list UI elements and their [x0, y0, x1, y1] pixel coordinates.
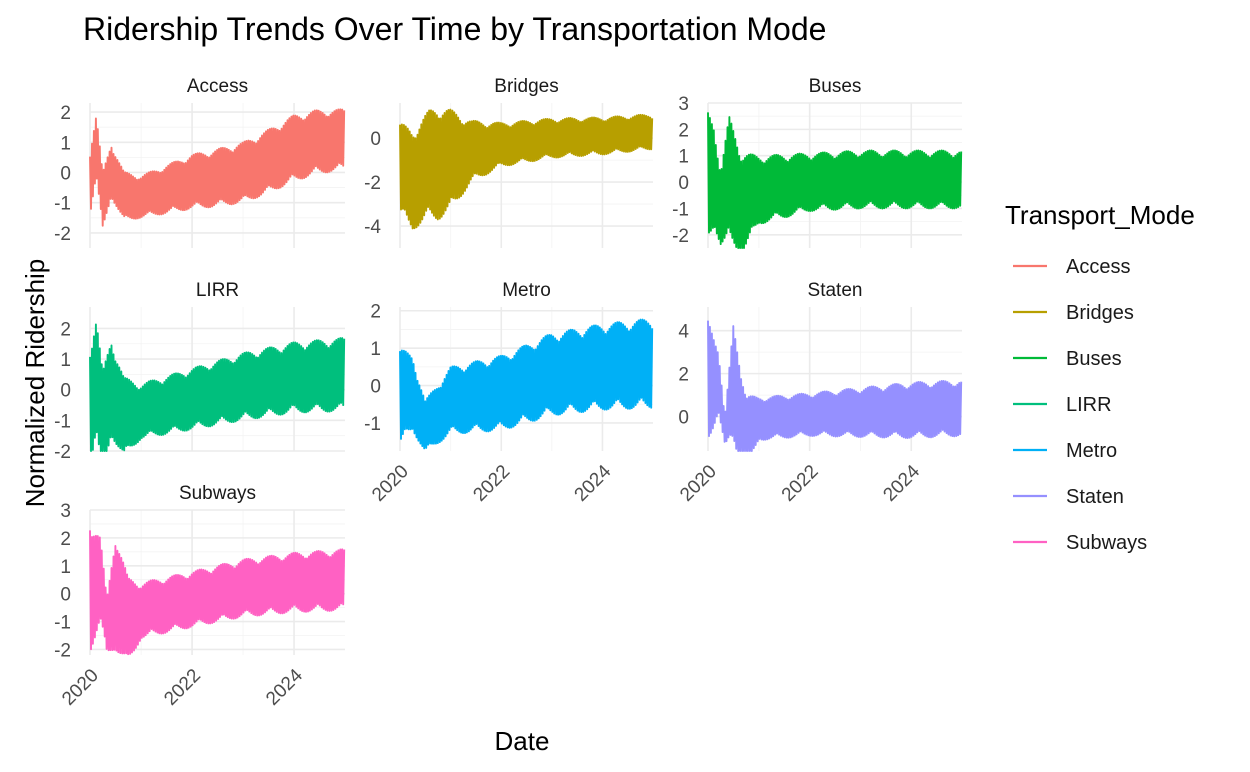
y-tick-label: 2 — [60, 529, 71, 550]
facet-panel-buses: Buses 3 2 1 0 -1 -2 — [672, 76, 963, 249]
y-tick-label: 2 — [678, 365, 689, 386]
facet-strip-label: Metro — [502, 280, 551, 301]
legend-item-staten: Staten — [1013, 486, 1124, 508]
chart-title: Ridership Trends Over Time by Transporta… — [83, 11, 826, 47]
legend-item-bridges: Bridges — [1013, 302, 1134, 324]
legend-label: Buses — [1066, 348, 1122, 370]
y-tick-label: 0 — [60, 585, 71, 606]
facet-strip-label: Subways — [179, 483, 256, 504]
series-line-lirr — [89, 323, 346, 452]
y-tick-label: -1 — [54, 194, 71, 215]
legend-item-access: Access — [1013, 256, 1130, 278]
series-line-subways — [89, 530, 346, 656]
facet-strip-label: Bridges — [494, 76, 558, 97]
legend: Transport_Mode Access Bridges Buses LIRR Met… — [1005, 200, 1195, 554]
x-tick-label: 2024 — [879, 461, 924, 506]
facet-panel-access: Access 2 1 0 -1 -2 — [54, 76, 346, 248]
y-tick-label: 1 — [60, 133, 71, 154]
legend-label: Access — [1066, 256, 1130, 278]
y-tick-label: 0 — [370, 377, 381, 398]
y-tick-label: -4 — [364, 217, 381, 238]
y-tick-label: -1 — [364, 414, 381, 435]
facet-panel-metro: Metro 2 1 0 -1 2020 2022 2024 — [364, 280, 654, 506]
y-tick-label: 3 — [678, 94, 689, 115]
x-axis-title: Date — [495, 726, 550, 756]
legend-item-lirr: LIRR — [1013, 394, 1112, 416]
facet-strip-label: Access — [187, 76, 248, 97]
series-line-buses — [707, 112, 963, 249]
series-line-access — [89, 108, 346, 227]
series-line-bridges — [399, 108, 654, 230]
y-tick-label: 2 — [370, 302, 381, 323]
facet-strip-label: Buses — [809, 76, 862, 97]
y-tick-label: -2 — [54, 442, 71, 463]
facet-strip-label: Staten — [808, 280, 863, 301]
x-tick-label: 2020 — [368, 461, 413, 506]
y-tick-label: -1 — [54, 411, 71, 432]
series-line-staten — [707, 320, 963, 452]
y-tick-label: 0 — [60, 163, 71, 184]
facet-panels: Access210-1-2Bridges0-2-4Buses3210-1-2LI… — [54, 76, 963, 710]
y-tick-label: 4 — [678, 322, 689, 343]
legend-item-subways: Subways — [1013, 532, 1147, 554]
facet-panel-bridges: Bridges 0 -2 -4 — [364, 76, 654, 248]
y-tick-label: 0 — [60, 381, 71, 402]
y-tick-label: 3 — [60, 501, 71, 522]
x-tick-label: 2022 — [160, 665, 205, 710]
y-tick-label: 1 — [60, 350, 71, 371]
y-tick-label: 1 — [60, 557, 71, 578]
x-tick-label: 2020 — [58, 665, 103, 710]
legend-label: Subways — [1066, 532, 1147, 554]
y-tick-label: 1 — [678, 147, 689, 168]
legend-item-buses: Buses — [1013, 348, 1122, 370]
legend-label: LIRR — [1066, 394, 1112, 416]
y-tick-label: 0 — [678, 408, 689, 429]
y-tick-label: -2 — [54, 640, 71, 661]
x-tick-label: 2022 — [778, 461, 823, 506]
facet-strip-label: LIRR — [196, 280, 239, 301]
y-tick-label: -2 — [54, 224, 71, 245]
y-tick-label: 0 — [370, 129, 381, 150]
y-tick-label: -2 — [364, 173, 381, 194]
facet-panel-lirr: LIRR 2 1 0 -1 -2 — [54, 280, 346, 463]
facet-panel-subways: Subways 3 2 1 0 -1 -2 2020 2022 2024 — [54, 483, 346, 710]
y-axis-title: Normalized Ridership — [20, 259, 50, 508]
x-tick-label: 2024 — [571, 461, 616, 506]
x-tick-label: 2022 — [469, 461, 514, 506]
y-tick-label: -1 — [54, 613, 71, 634]
legend-label: Metro — [1066, 440, 1117, 462]
y-tick-label: 0 — [678, 173, 689, 194]
legend-label: Bridges — [1066, 302, 1134, 324]
x-tick-label: 2020 — [676, 461, 721, 506]
x-tick-label: 2024 — [262, 665, 307, 710]
legend-title: Transport_Mode — [1005, 200, 1195, 230]
y-tick-label: 1 — [370, 339, 381, 360]
y-tick-label: -1 — [672, 199, 689, 220]
legend-item-metro: Metro — [1013, 440, 1117, 462]
y-tick-label: 2 — [60, 103, 71, 124]
legend-label: Staten — [1066, 486, 1124, 508]
series-line-metro — [399, 318, 654, 450]
y-tick-label: -2 — [672, 226, 689, 247]
y-tick-label: 2 — [678, 120, 689, 141]
y-tick-label: 2 — [60, 319, 71, 340]
